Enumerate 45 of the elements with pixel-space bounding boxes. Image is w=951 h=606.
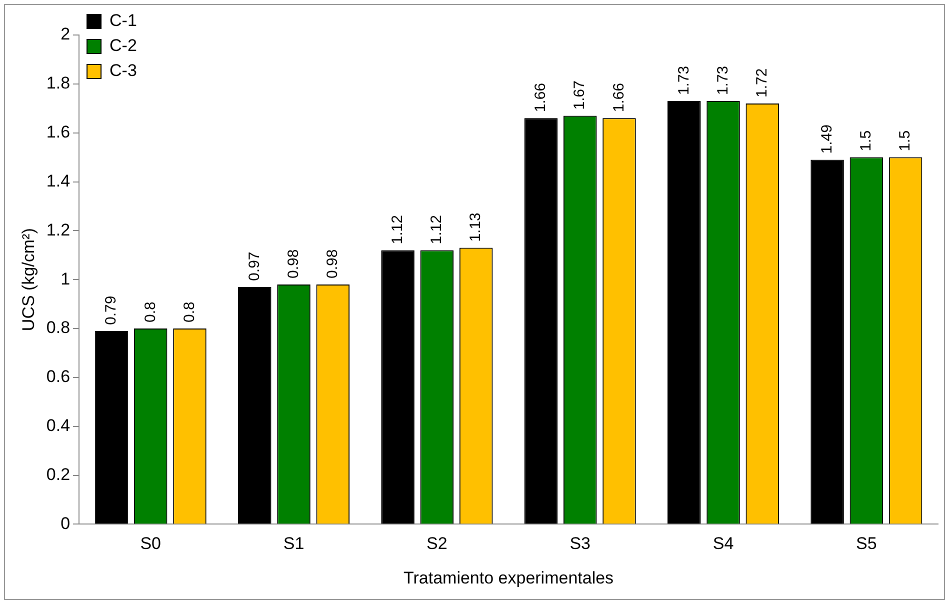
data-label: 1.66 bbox=[532, 82, 550, 112]
data-label: 1.12 bbox=[428, 215, 446, 244]
bar bbox=[810, 160, 844, 524]
bar bbox=[667, 101, 701, 524]
bar bbox=[238, 286, 272, 524]
x-tick-label: S5 bbox=[856, 534, 877, 554]
data-label: 1.5 bbox=[896, 130, 914, 152]
y-tick-label: 1 bbox=[60, 269, 70, 288]
y-tick-label: 0.4 bbox=[46, 416, 70, 436]
data-label: 0.79 bbox=[102, 296, 120, 325]
data-label: 0.97 bbox=[246, 252, 263, 281]
x-axis-title: Tratamiento experimentales bbox=[403, 568, 614, 588]
y-tick-label: 1.4 bbox=[46, 171, 70, 190]
y-axis-title: UCS (kg/cm²) bbox=[18, 228, 38, 332]
data-label: 1.5 bbox=[858, 130, 875, 152]
data-label: 1.72 bbox=[754, 68, 771, 98]
x-tick-label: S1 bbox=[283, 534, 304, 554]
bar bbox=[524, 118, 558, 524]
data-label: 1.49 bbox=[818, 124, 836, 154]
x-tick-label: S3 bbox=[570, 534, 590, 554]
data-label: 0.98 bbox=[284, 249, 302, 278]
data-label: 0.8 bbox=[142, 302, 159, 323]
y-tick-label: 0.8 bbox=[46, 318, 70, 338]
x-tick-label: S4 bbox=[712, 534, 734, 554]
y-tick-label: 1.8 bbox=[46, 74, 70, 93]
y-tick-label: 1.2 bbox=[46, 220, 70, 240]
y-tick-label: 0.6 bbox=[46, 367, 70, 386]
y-tick-label: 1.6 bbox=[46, 122, 70, 142]
data-label: 1.13 bbox=[467, 212, 484, 242]
data-label: 1.73 bbox=[714, 66, 732, 96]
y-tick-label: 2 bbox=[60, 24, 70, 44]
legend-label: C-3 bbox=[110, 61, 137, 80]
x-tick-label: S2 bbox=[426, 534, 448, 554]
legend-label: C-1 bbox=[110, 11, 137, 30]
data-label: 1.67 bbox=[571, 80, 588, 110]
bar bbox=[381, 250, 414, 524]
y-tick-label: 0 bbox=[60, 514, 70, 533]
data-label: 1.66 bbox=[610, 82, 628, 112]
data-label: 0.98 bbox=[324, 249, 342, 278]
x-tick-label: S0 bbox=[140, 534, 162, 554]
data-label: 0.8 bbox=[180, 302, 198, 323]
y-tick-label: 0.2 bbox=[46, 464, 70, 484]
legend-label: C-2 bbox=[110, 36, 137, 56]
data-label: 1.12 bbox=[388, 215, 406, 244]
data-label: 1.73 bbox=[675, 66, 692, 96]
